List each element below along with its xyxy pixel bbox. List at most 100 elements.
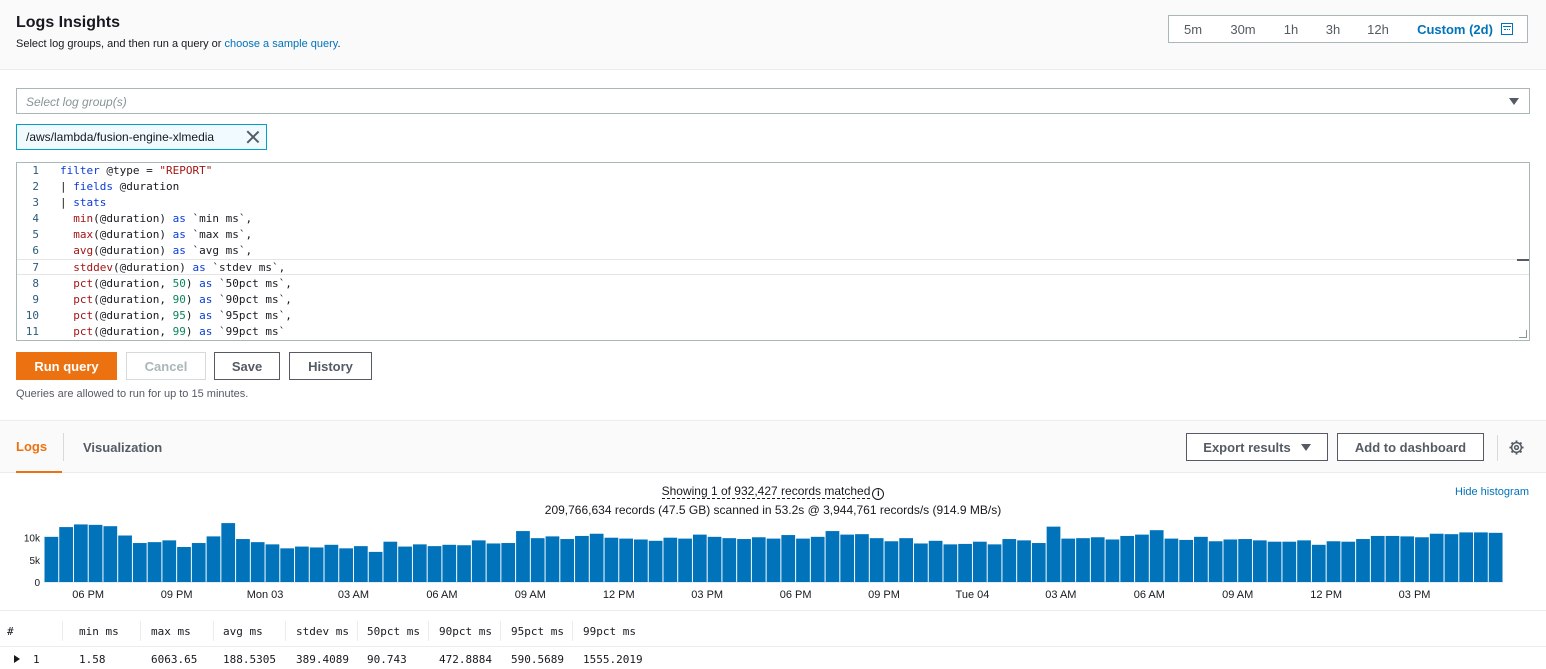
tab-visualization[interactable]: Visualization (83, 439, 163, 455)
histogram-bar[interactable] (383, 541, 398, 582)
histogram-bar[interactable] (516, 531, 530, 582)
histogram-bar[interactable] (545, 536, 560, 582)
histogram-bar[interactable] (1031, 543, 1046, 582)
histogram-bar[interactable] (1076, 538, 1090, 582)
histogram-bar[interactable] (604, 537, 619, 582)
histogram-bar[interactable] (840, 534, 855, 582)
histogram-bar[interactable] (855, 534, 869, 582)
histogram-bar[interactable] (1208, 541, 1223, 582)
histogram-bar[interactable] (825, 531, 840, 582)
histogram-bar[interactable] (1105, 539, 1120, 582)
time-range-custom[interactable]: Custom (2d) (1403, 16, 1527, 42)
histogram-bar[interactable] (1061, 538, 1076, 582)
histogram-bar[interactable] (530, 538, 545, 582)
histogram-bar[interactable] (280, 548, 295, 582)
histogram-bar[interactable] (1194, 536, 1208, 582)
histogram-bar[interactable] (132, 543, 147, 582)
cancel-button[interactable]: Cancel (126, 352, 206, 380)
histogram-bar[interactable] (191, 543, 206, 582)
save-button[interactable]: Save (214, 352, 280, 380)
histogram-bar[interactable] (412, 544, 427, 582)
histogram-bar[interactable] (1400, 536, 1415, 582)
query-editor[interactable]: 1 filter @type = "REPORT" 2 | fields @dura… (16, 162, 1530, 341)
histogram-bar[interactable] (1149, 530, 1164, 582)
histogram-bar[interactable] (1311, 544, 1326, 582)
histogram-bar[interactable] (619, 538, 633, 582)
column-header[interactable]: avg ms (223, 625, 263, 638)
gear-icon[interactable] (1509, 440, 1524, 455)
histogram-bar[interactable] (162, 540, 177, 582)
histogram-bar[interactable] (751, 537, 766, 582)
column-header[interactable]: 95pct ms (511, 625, 564, 638)
histogram-bar[interactable] (1459, 532, 1474, 582)
column-header[interactable]: 90pct ms (439, 625, 492, 638)
histogram-bar[interactable] (633, 539, 648, 582)
histogram-bar[interactable] (869, 538, 884, 582)
histogram-bar[interactable] (1252, 540, 1267, 582)
column-header[interactable]: 99pct ms (583, 625, 636, 638)
histogram-bar[interactable] (928, 540, 943, 582)
histogram-bar[interactable] (1326, 541, 1341, 582)
histogram-bar[interactable] (943, 544, 958, 582)
histogram-bar[interactable] (1267, 541, 1282, 582)
column-header[interactable]: max ms (151, 625, 191, 638)
histogram-bar[interactable] (1282, 541, 1297, 582)
time-range-12h[interactable]: 12h (1367, 21, 1389, 37)
resize-handle-icon[interactable] (1519, 330, 1527, 338)
column-header[interactable]: # (7, 625, 14, 638)
histogram-bar[interactable] (88, 524, 103, 582)
histogram-bar[interactable] (678, 538, 692, 582)
histogram-bar[interactable] (899, 538, 914, 582)
histogram-bar[interactable] (972, 541, 987, 582)
histogram-bar[interactable] (1179, 539, 1194, 582)
histogram-bar[interactable] (44, 536, 59, 582)
histogram-bar[interactable] (810, 536, 825, 582)
histogram-bar[interactable] (1429, 533, 1444, 582)
column-header[interactable]: min ms (79, 625, 119, 638)
histogram-bar[interactable] (1120, 535, 1135, 582)
expand-row-icon[interactable] (14, 655, 20, 663)
sample-query-link[interactable]: choose a sample query (224, 38, 338, 50)
time-range-3h[interactable]: 3h (1325, 21, 1341, 37)
histogram-bar[interactable] (295, 546, 309, 582)
histogram-bar[interactable] (781, 535, 796, 582)
histogram-bar[interactable] (1017, 540, 1031, 582)
histogram-bar[interactable] (73, 524, 88, 582)
close-icon[interactable] (246, 130, 260, 144)
histogram-bar[interactable] (324, 544, 339, 582)
time-range-1h[interactable]: 1h (1283, 21, 1299, 37)
histogram-bar[interactable] (177, 547, 191, 582)
histogram-bar[interactable] (648, 540, 663, 582)
histogram-bar[interactable] (471, 540, 486, 582)
histogram-bar[interactable] (339, 548, 353, 582)
run-query-button[interactable]: Run query (16, 352, 117, 380)
histogram-bar[interactable] (692, 534, 707, 582)
column-header[interactable]: stdev ms (296, 625, 349, 638)
histogram-bar[interactable] (427, 546, 442, 582)
histogram-bar[interactable] (1385, 535, 1400, 582)
histogram-bar[interactable] (265, 544, 280, 582)
histogram-bar[interactable] (1164, 538, 1179, 582)
histogram-bar[interactable] (309, 547, 324, 582)
histogram-bar[interactable] (118, 535, 132, 583)
histogram-bar[interactable] (1135, 534, 1149, 582)
add-to-dashboard-button[interactable]: Add to dashboard (1337, 433, 1484, 461)
histogram-bar[interactable] (1370, 535, 1385, 582)
time-range-5m[interactable]: 5m (1183, 21, 1203, 37)
histogram-bar[interactable] (236, 539, 250, 582)
histogram-bar[interactable] (206, 536, 221, 582)
history-button[interactable]: History (289, 352, 372, 380)
histogram-bar[interactable] (707, 536, 722, 582)
histogram-bar[interactable] (1297, 540, 1311, 582)
tab-logs[interactable]: Logs (16, 421, 62, 473)
histogram-bar[interactable] (884, 541, 899, 582)
histogram-bar[interactable] (103, 526, 118, 582)
histogram-bar[interactable] (1046, 526, 1061, 582)
histogram-bar[interactable] (575, 535, 589, 582)
histogram-bar[interactable] (1090, 537, 1105, 582)
histogram-bar[interactable] (1415, 537, 1429, 582)
histogram-bar[interactable] (958, 543, 972, 582)
histogram-bar[interactable] (501, 543, 516, 582)
histogram-bar[interactable] (1488, 532, 1503, 582)
histogram-bar[interactable] (250, 542, 265, 582)
